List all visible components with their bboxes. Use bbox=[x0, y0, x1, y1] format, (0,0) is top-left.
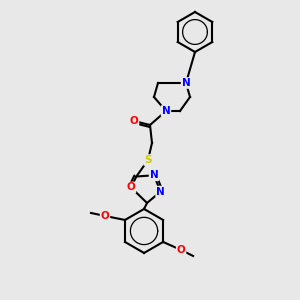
Text: O: O bbox=[127, 182, 135, 193]
Text: N: N bbox=[150, 170, 158, 180]
Text: S: S bbox=[144, 155, 152, 165]
Text: O: O bbox=[130, 116, 138, 126]
Text: N: N bbox=[162, 106, 170, 116]
Text: N: N bbox=[182, 78, 190, 88]
Text: O: O bbox=[177, 245, 185, 255]
Text: O: O bbox=[100, 211, 109, 221]
Text: N: N bbox=[156, 187, 165, 196]
